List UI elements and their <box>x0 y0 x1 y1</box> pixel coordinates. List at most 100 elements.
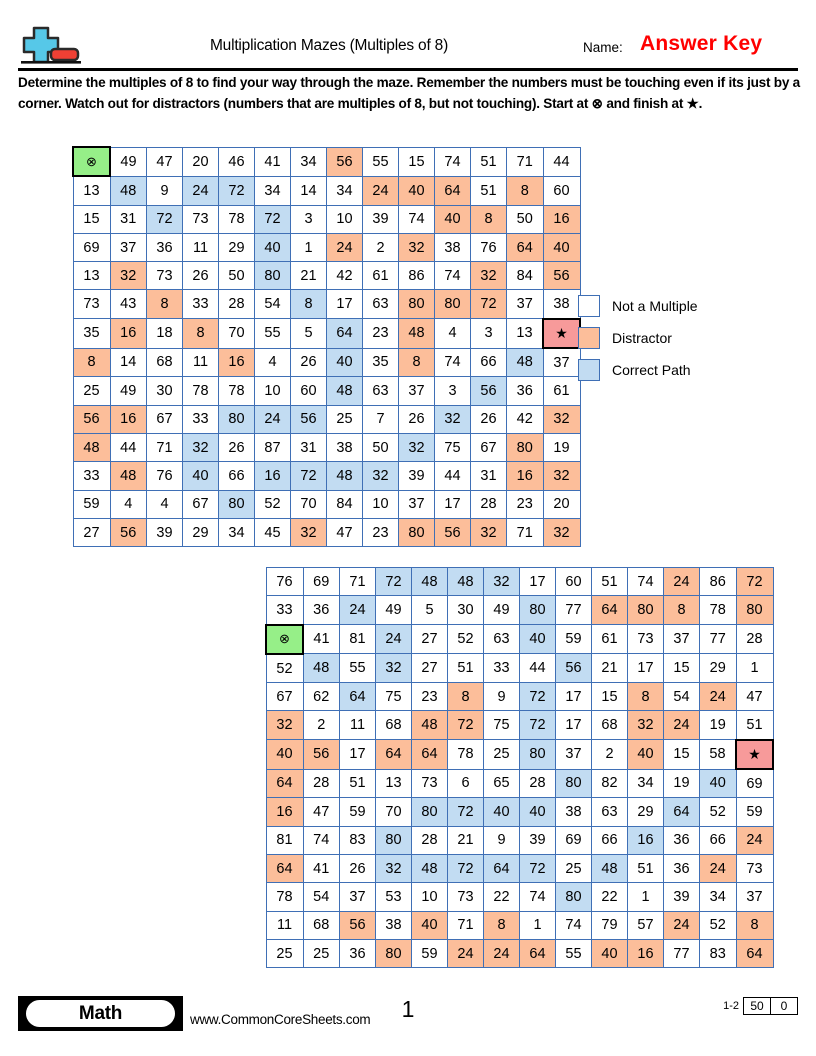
maze-cell[interactable]: 44 <box>542 146 581 177</box>
maze-cell[interactable]: 60 <box>542 175 581 206</box>
maze-cell[interactable]: 68 <box>375 710 412 741</box>
maze-cell[interactable]: 51 <box>447 653 484 684</box>
maze-cell[interactable]: 42 <box>506 404 544 434</box>
maze-cell[interactable]: 25 <box>326 404 363 434</box>
maze-cell[interactable]: 78 <box>699 595 737 626</box>
maze-cell[interactable]: 34 <box>627 768 664 799</box>
maze-cell[interactable]: 36 <box>506 376 544 406</box>
maze-cell[interactable]: 29 <box>182 517 219 548</box>
maze-cell[interactable]: 87 <box>254 432 291 463</box>
maze-cell[interactable]: 36 <box>663 825 700 855</box>
maze-cell[interactable]: 20 <box>542 489 581 519</box>
maze-cell[interactable]: 47 <box>146 146 183 177</box>
maze-path-cell[interactable]: 32 <box>375 853 412 884</box>
maze-distractor-cell[interactable]: 24 <box>663 910 700 940</box>
maze-path-cell[interactable]: 32 <box>398 432 435 463</box>
maze-distractor-cell[interactable]: 80 <box>398 289 435 320</box>
maze-cell[interactable]: 71 <box>506 146 544 177</box>
maze-distractor-cell[interactable]: 8 <box>398 347 435 378</box>
maze-cell[interactable]: 86 <box>398 261 435 291</box>
maze-cell[interactable]: 74 <box>519 882 556 912</box>
maze-cell[interactable]: 15 <box>591 682 628 712</box>
maze-path-cell[interactable]: 16 <box>254 461 291 491</box>
maze-cell[interactable]: 86 <box>699 566 737 597</box>
maze-distractor-cell[interactable]: 32 <box>290 517 327 548</box>
maze-cell[interactable]: 25 <box>302 938 340 969</box>
maze-distractor-cell[interactable]: 32 <box>470 517 507 548</box>
maze-distractor-cell[interactable]: 8 <box>72 347 111 378</box>
maze-cell[interactable]: 38 <box>434 232 471 263</box>
maze-distractor-cell[interactable]: 80 <box>735 595 774 626</box>
maze-cell[interactable]: 13 <box>506 318 544 349</box>
maze-cell[interactable]: 33 <box>72 461 111 491</box>
maze-cell[interactable]: 30 <box>146 376 183 406</box>
maze-cell[interactable]: 73 <box>411 768 448 799</box>
maze-cell[interactable]: 31 <box>470 461 507 491</box>
maze-distractor-cell[interactable]: 24 <box>735 825 774 855</box>
maze-cell[interactable]: 47 <box>302 797 340 827</box>
maze-cell[interactable]: 71 <box>447 910 484 940</box>
maze-cell[interactable]: 35 <box>72 318 111 349</box>
maze-path-cell[interactable]: 80 <box>519 595 556 626</box>
maze-cell[interactable]: 23 <box>362 517 399 548</box>
maze-cell[interactable]: 41 <box>254 146 291 177</box>
maze-path-cell[interactable]: 16 <box>627 825 664 855</box>
maze-cell[interactable]: 23 <box>411 682 448 712</box>
maze-cell[interactable]: 44 <box>519 653 556 684</box>
maze-cell[interactable]: 33 <box>182 289 219 320</box>
maze-cell[interactable]: 33 <box>483 653 520 684</box>
maze-cell[interactable]: 29 <box>627 797 664 827</box>
maze-path-cell[interactable]: 24 <box>254 404 291 434</box>
maze-cell[interactable]: 52 <box>447 624 484 655</box>
maze-cell[interactable]: 17 <box>339 739 376 770</box>
maze-cell[interactable]: 63 <box>591 797 628 827</box>
maze-cell[interactable]: 60 <box>555 566 592 597</box>
maze-cell[interactable]: 73 <box>735 853 774 884</box>
maze-cell[interactable]: 74 <box>302 825 340 855</box>
maze-cell[interactable]: 36 <box>302 595 340 626</box>
maze-path-cell[interactable]: 48 <box>411 566 448 597</box>
maze-cell[interactable]: 51 <box>470 175 507 206</box>
maze-distractor-cell[interactable]: 56 <box>434 517 471 548</box>
maze-distractor-cell[interactable]: 32 <box>109 261 147 291</box>
maze-distractor-cell[interactable]: 80 <box>506 432 544 463</box>
maze-path-cell[interactable]: 48 <box>411 853 448 884</box>
maze-cell[interactable]: 41 <box>302 624 340 655</box>
maze-cell[interactable]: 61 <box>542 376 581 406</box>
maze-cell[interactable]: 57 <box>627 910 664 940</box>
maze-path-cell[interactable]: 80 <box>254 261 291 291</box>
maze-cell[interactable]: 26 <box>290 347 327 378</box>
maze-finish-cell[interactable]: ★ <box>542 317 581 350</box>
maze-distractor-cell[interactable]: 40 <box>542 232 581 263</box>
maze-distractor-cell[interactable]: 72 <box>447 710 484 741</box>
maze-cell[interactable]: 23 <box>362 318 399 349</box>
maze-distractor-cell[interactable]: 56 <box>326 146 363 177</box>
maze-cell[interactable]: 73 <box>627 624 664 655</box>
maze-cell[interactable]: 37 <box>339 882 376 912</box>
maze-cell[interactable]: 83 <box>699 938 737 969</box>
maze-cell[interactable]: 63 <box>362 376 399 406</box>
maze-cell[interactable]: 17 <box>555 710 592 741</box>
maze-cell[interactable]: 37 <box>506 289 544 320</box>
maze-distractor-cell[interactable]: 40 <box>591 938 628 969</box>
maze-cell[interactable]: 53 <box>375 882 412 912</box>
maze-distractor-cell[interactable]: 8 <box>735 910 774 940</box>
maze-distractor-cell[interactable]: 64 <box>735 938 774 969</box>
maze-distractor-cell[interactable]: 64 <box>591 595 628 626</box>
maze-cell[interactable]: 11 <box>182 347 219 378</box>
maze-cell[interactable]: 70 <box>375 797 412 827</box>
maze-cell[interactable]: 84 <box>326 489 363 519</box>
maze-distractor-cell[interactable]: 64 <box>375 739 412 770</box>
maze-cell[interactable]: 76 <box>265 566 304 597</box>
maze-distractor-cell[interactable]: 32 <box>627 710 664 741</box>
maze-cell[interactable]: 4 <box>109 489 147 519</box>
maze-path-cell[interactable]: 72 <box>146 204 183 234</box>
maze-cell[interactable]: 78 <box>218 204 255 234</box>
maze-cell[interactable]: 10 <box>326 204 363 234</box>
maze-cell[interactable]: 66 <box>470 347 507 378</box>
maze-cell[interactable]: 37 <box>542 347 581 378</box>
maze-path-cell[interactable]: 72 <box>254 204 291 234</box>
maze-cell[interactable]: 22 <box>483 882 520 912</box>
maze-distractor-cell[interactable]: 80 <box>627 595 664 626</box>
maze-distractor-cell[interactable]: 8 <box>470 204 507 234</box>
